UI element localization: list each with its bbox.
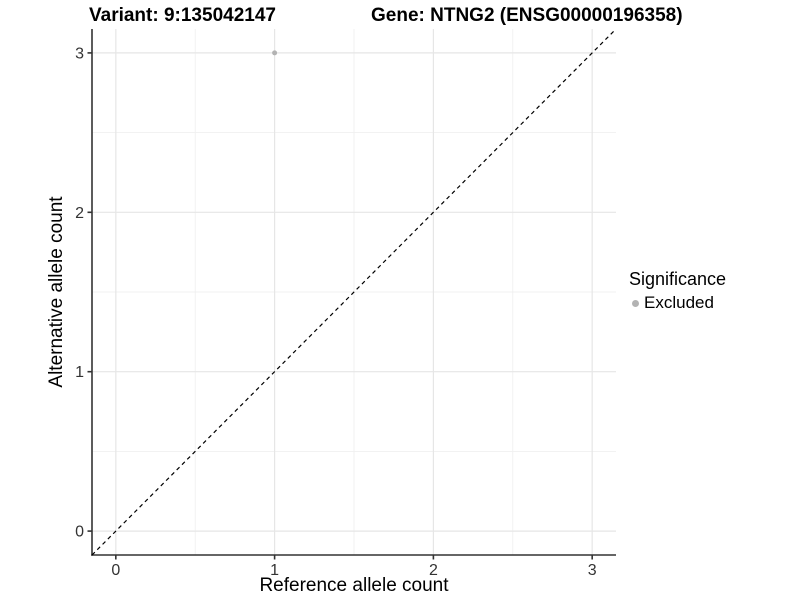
variant-title: Variant: 9:135042147: [89, 5, 276, 26]
legend-entry-label: Excluded: [644, 293, 714, 312]
identity-line: [91, 28, 617, 556]
x-axis-title: Reference allele count: [259, 575, 449, 596]
y-tick-label: 2: [75, 205, 84, 222]
x-tick-label: 3: [588, 562, 597, 579]
legend-entry-excluded: Excluded: [632, 293, 726, 313]
legend-title: Significance: [629, 269, 727, 289]
excluded-point-icon: [632, 299, 639, 307]
data-point: [272, 50, 278, 56]
x-tick-label: 2: [429, 562, 438, 579]
y-tick-label: 3: [75, 45, 84, 62]
y-tick-label: 0: [75, 524, 84, 541]
x-tick-label: 0: [111, 562, 120, 579]
x-tick-label: 1: [270, 562, 279, 579]
y-tick-label: 1: [75, 364, 84, 381]
y-axis-title: Alternative allele count: [46, 196, 67, 388]
gene-title: Gene: NTNG2 (ENSG00000196358): [371, 5, 683, 26]
legend: Significance Excluded: [629, 269, 726, 313]
